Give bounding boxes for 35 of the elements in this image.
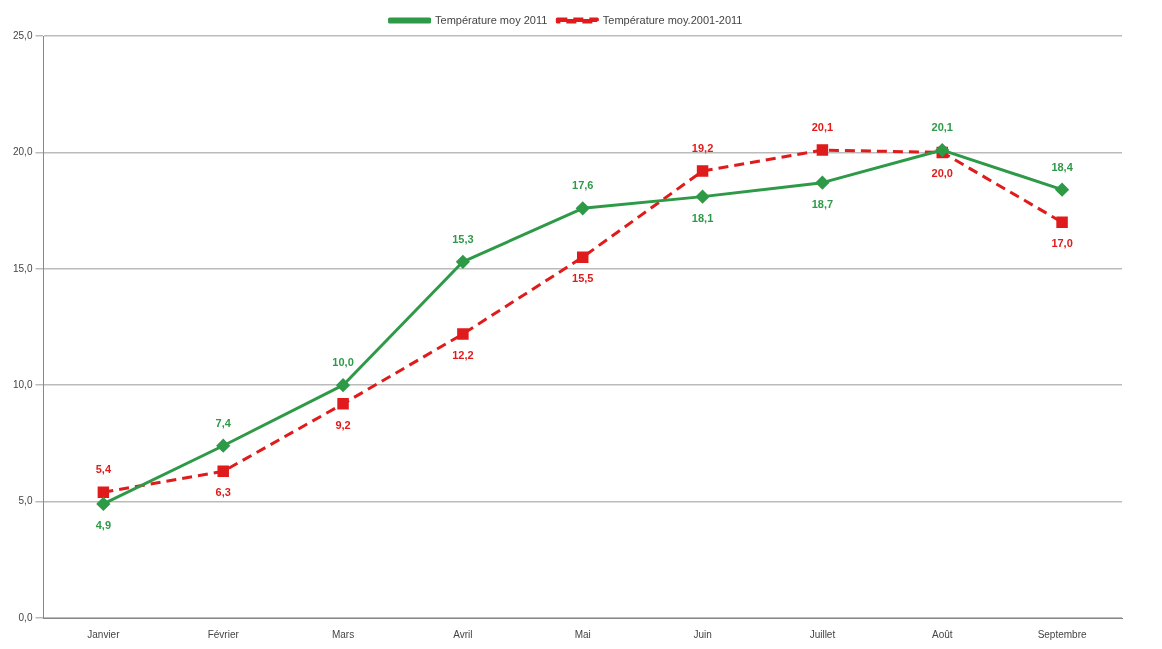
y-tick-label: 0,0 xyxy=(18,611,33,623)
data-label: 7,4 xyxy=(215,416,232,429)
data-label: 15,5 xyxy=(572,272,594,285)
data-label: 18,1 xyxy=(691,211,714,224)
x-tick-label: Juin xyxy=(693,628,712,640)
x-tick-label: Avril xyxy=(453,628,473,640)
data-label: 4,9 xyxy=(95,518,112,531)
y-tick-label: 25,0 xyxy=(12,29,33,41)
x-tick-label: Février xyxy=(207,628,240,640)
data-label: 20,1 xyxy=(931,121,953,134)
y-tick-label: 5,0 xyxy=(18,495,33,507)
data-label: 19,2 xyxy=(691,142,714,155)
data-label: 17,0 xyxy=(1051,237,1073,250)
x-tick-label: Mai xyxy=(574,628,591,640)
y-tick-label: 10,0 xyxy=(12,378,33,390)
y-tick-label: 15,0 xyxy=(12,262,33,274)
data-label: 18,4 xyxy=(1051,160,1074,173)
legend-label: Température moy.2001-2011 xyxy=(602,13,743,26)
data-label: 12,2 xyxy=(452,349,474,362)
x-tick-label: Mars xyxy=(331,628,355,640)
data-label: 5,4 xyxy=(95,463,112,476)
data-label: 20,1 xyxy=(811,121,834,134)
x-tick-label: Septembre xyxy=(1037,628,1087,640)
legend-label: Température moy 2011 xyxy=(435,13,548,26)
data-label: 17,6 xyxy=(572,179,594,192)
x-tick-label: Janvier xyxy=(87,628,121,640)
data-label: 15,3 xyxy=(452,232,474,245)
data-label: 6,3 xyxy=(215,486,231,499)
data-label: 10,0 xyxy=(332,356,354,369)
data-label: 9,2 xyxy=(335,418,351,431)
data-label: 18,7 xyxy=(811,197,834,210)
x-tick-label: Août xyxy=(931,628,953,640)
data-label: 20,0 xyxy=(931,167,953,180)
y-tick-label: 20,0 xyxy=(12,146,33,158)
x-tick-label: Juillet xyxy=(809,628,836,640)
